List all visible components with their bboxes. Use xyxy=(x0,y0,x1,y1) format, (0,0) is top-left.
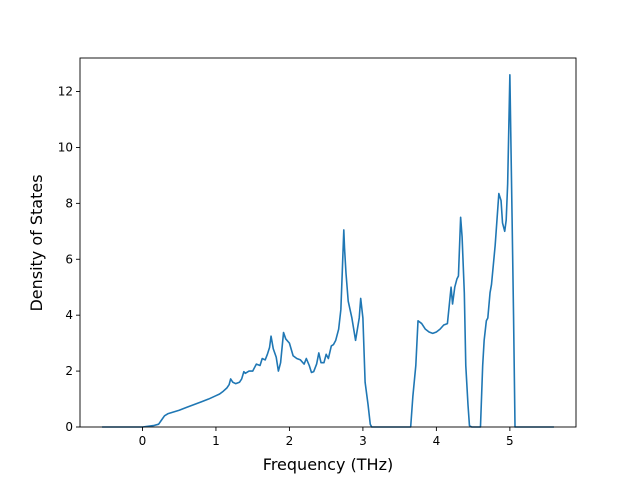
y-tick-label: 2 xyxy=(65,364,73,378)
y-axis-label: Density of States xyxy=(27,174,46,311)
y-tick-label: 0 xyxy=(65,420,73,434)
x-tick-label: 1 xyxy=(212,434,220,448)
y-tick-label: 4 xyxy=(65,308,73,322)
axes-frame xyxy=(79,57,577,428)
x-tick-label: 5 xyxy=(506,434,514,448)
x-tick-label: 3 xyxy=(359,434,367,448)
y-tick-label: 6 xyxy=(65,252,73,266)
x-axis-label: Frequency (THz) xyxy=(263,455,393,474)
y-tick-label: 8 xyxy=(65,196,73,210)
plot-area xyxy=(79,57,577,428)
x-tick-label: 0 xyxy=(139,434,147,448)
y-tick-label: 12 xyxy=(58,85,73,99)
y-tick-label: 10 xyxy=(58,140,73,154)
x-tick-label: 2 xyxy=(286,434,294,448)
x-tick-label: 4 xyxy=(433,434,441,448)
